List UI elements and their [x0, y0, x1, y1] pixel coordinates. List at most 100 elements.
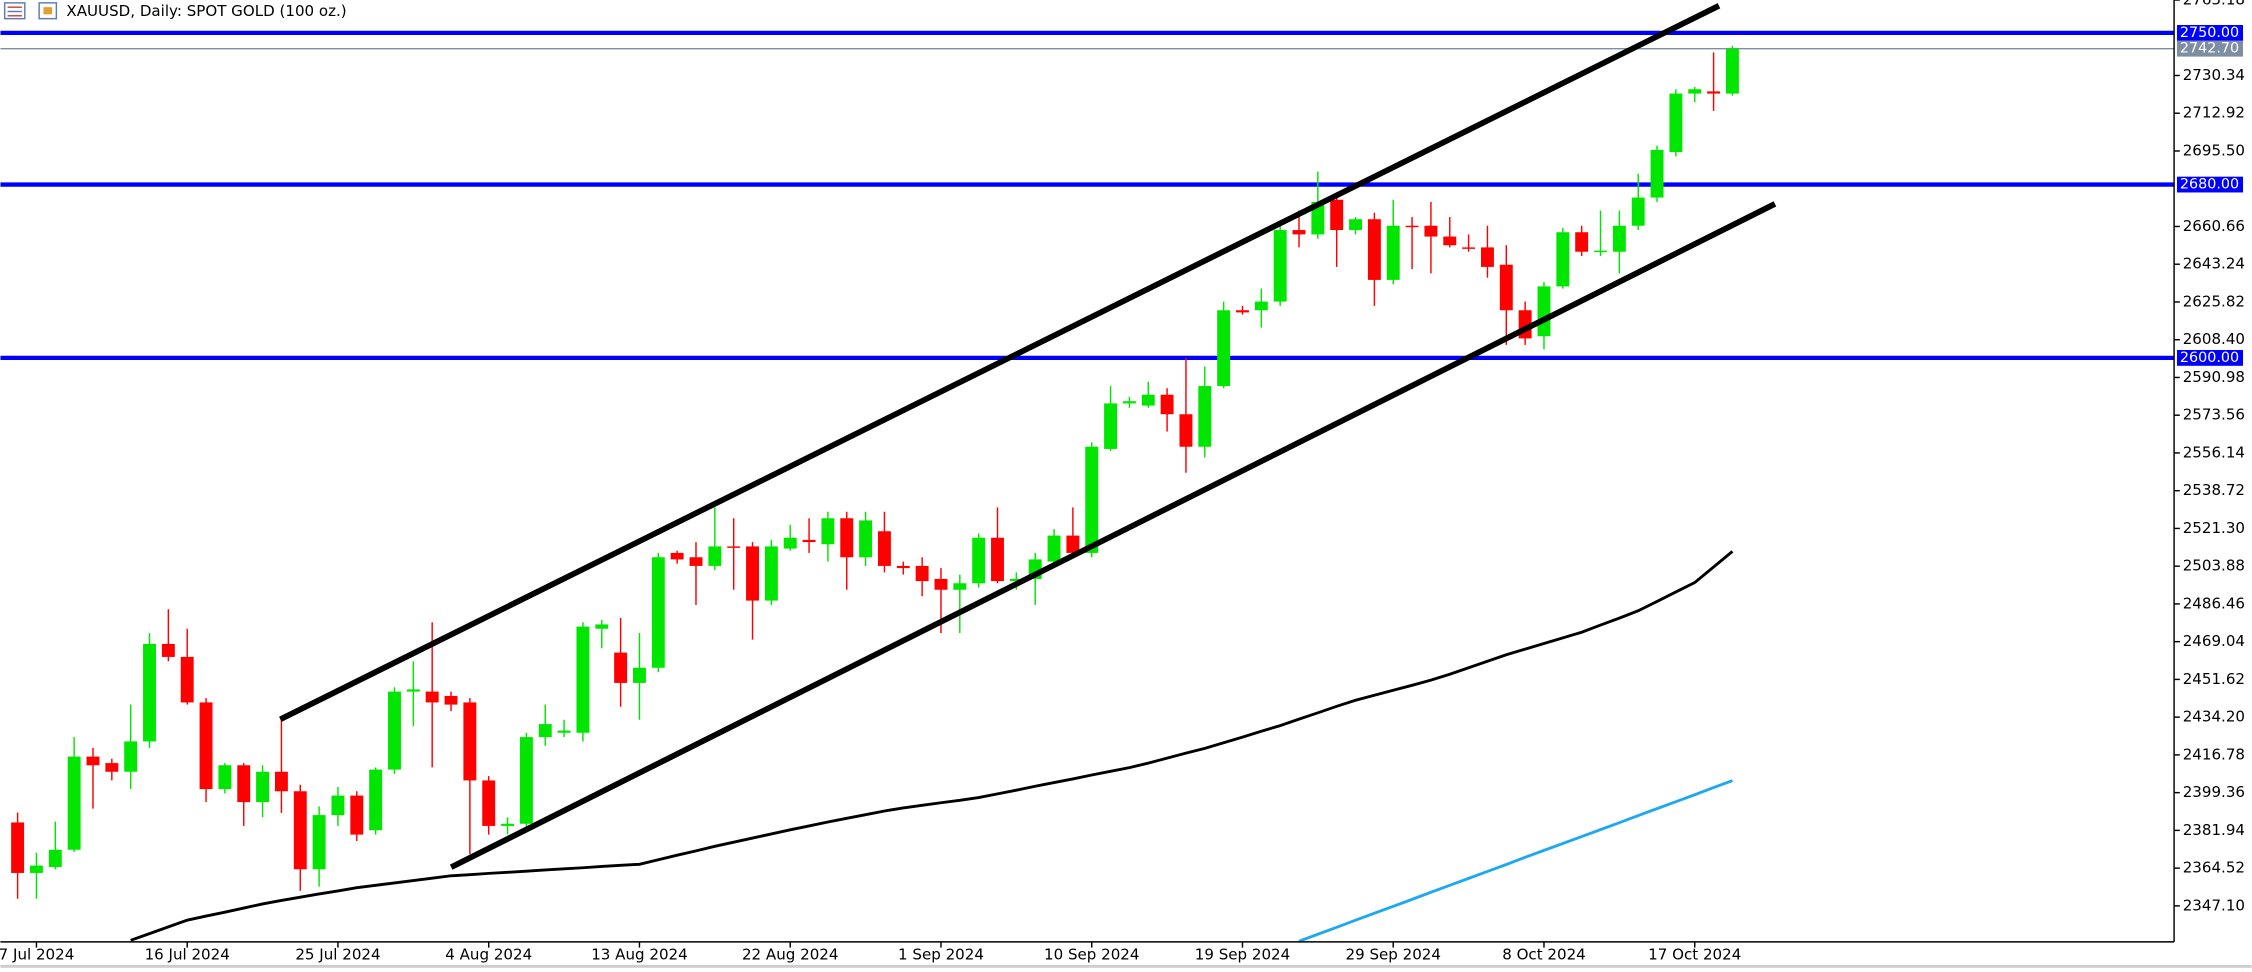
candle-body [67, 756, 81, 850]
candle-body [143, 643, 156, 742]
candle-body [1707, 91, 1721, 94]
candle-body [1650, 149, 1664, 198]
candle-body [1424, 225, 1438, 237]
chart-title: XAUUSD, Daily: SPOT GOLD (100 oz.) [66, 2, 346, 20]
candle-body [821, 518, 835, 545]
candle-body [614, 652, 628, 683]
candle-body [783, 537, 797, 549]
level-label: 2600.00 [2180, 350, 2239, 366]
plot-area [0, 3, 2175, 942]
x-tick-label: 29 Sep 2024 [1345, 945, 1440, 963]
candle-body [105, 763, 119, 772]
candle-body [1104, 403, 1118, 449]
candle-body [1556, 232, 1570, 287]
candle-body [369, 769, 383, 831]
y-tick-label: 2486.46 [2183, 594, 2245, 612]
current-price-label: 2742.70 [2180, 41, 2239, 57]
candle-body [350, 795, 364, 835]
candle-body [1688, 89, 1702, 94]
x-tick-label: 25 Jul 2024 [295, 945, 380, 963]
y-tick-label: 2416.78 [2183, 745, 2245, 763]
y-tick-label: 2712.92 [2183, 104, 2245, 122]
levels [0, 30, 2175, 361]
candle-body [1443, 236, 1457, 246]
level-label: 2680.00 [2180, 177, 2239, 193]
candle-body [1141, 394, 1155, 406]
y-tick-label: 2643.24 [2183, 255, 2245, 273]
candle-body [1631, 197, 1645, 226]
x-tick-label: 1 Sep 2024 [898, 945, 984, 963]
candle-body [859, 520, 873, 558]
x-tick-label: 7 Jul 2024 [0, 945, 74, 963]
x-tick-label: 22 Aug 2024 [742, 945, 839, 963]
candle-body [331, 795, 345, 816]
level-label-box [2176, 176, 2244, 193]
y-tick-label: 2625.82 [2183, 292, 2245, 310]
candle-body [199, 702, 213, 790]
candle-body [1669, 93, 1683, 153]
candle-body [1725, 48, 1739, 94]
candle-body [1367, 219, 1381, 280]
candle-body [519, 737, 533, 824]
y-tick-label: 2608.40 [2183, 330, 2245, 348]
candle-body [877, 531, 891, 566]
candle-body [180, 656, 194, 703]
candle-body [86, 756, 100, 766]
candle-body [48, 849, 62, 868]
candle-body [1405, 225, 1419, 228]
x-tick-label: 4 Aug 2024 [445, 945, 532, 963]
candle-body [1217, 310, 1231, 387]
level-label: 2750.00 [2180, 25, 2239, 41]
candle-body [1349, 219, 1363, 231]
candle-body [708, 546, 722, 566]
y-tick-label: 2695.50 [2183, 141, 2245, 159]
y-tick-label: 2556.14 [2183, 443, 2245, 461]
candle-body [29, 865, 43, 873]
candle-body [482, 780, 496, 826]
candle-body [1273, 230, 1287, 302]
candle-body [256, 771, 270, 803]
candle-body [764, 546, 778, 601]
y-tick-label: 2660.66 [2183, 217, 2245, 235]
candle-body [802, 539, 816, 543]
x-tick-label: 19 Sep 2024 [1195, 945, 1290, 963]
candle-body [1179, 414, 1193, 447]
level-labels: 2750.00 2680.00 2600.00 2742.70 [2176, 25, 2244, 366]
candle-body [1047, 535, 1061, 562]
symbol-icon-fill [43, 7, 53, 15]
y-tick-label: 2730.34 [2183, 66, 2245, 84]
y-tick-label: 2381.94 [2183, 821, 2245, 839]
candle-body [1330, 199, 1344, 231]
candle-body [576, 626, 590, 733]
candle-body [1575, 232, 1589, 252]
level-label-box [2176, 350, 2244, 366]
y-tick-label: 2573.56 [2183, 406, 2245, 424]
candle-body [463, 702, 477, 781]
candle-body [1085, 446, 1099, 553]
candle-body [425, 691, 439, 703]
x-tick-label: 8 Oct 2024 [1502, 945, 1586, 963]
candle-body [1236, 310, 1249, 313]
candle-body [689, 557, 703, 566]
candle-body [293, 791, 307, 870]
y-tick-label: 2590.98 [2183, 368, 2245, 386]
y-tick-label: 2364.52 [2183, 859, 2245, 877]
candle-body [1198, 386, 1212, 447]
candle-body [1594, 250, 1607, 253]
y-tick-label: 2399.36 [2183, 783, 2245, 801]
candle-body [595, 624, 609, 629]
x-tick-label: 17 Oct 2024 [1648, 945, 1741, 963]
candle-body [1480, 247, 1494, 267]
candle-body [953, 583, 967, 590]
y-tick-label: 2503.88 [2183, 557, 2245, 575]
candle-body [651, 557, 665, 668]
channel-upper-line [279, 3, 1721, 722]
candle-body [237, 765, 251, 803]
candle-body [1009, 578, 1023, 582]
candle-body [1066, 535, 1080, 553]
candle-body [1122, 401, 1136, 404]
candle-body [388, 691, 401, 770]
